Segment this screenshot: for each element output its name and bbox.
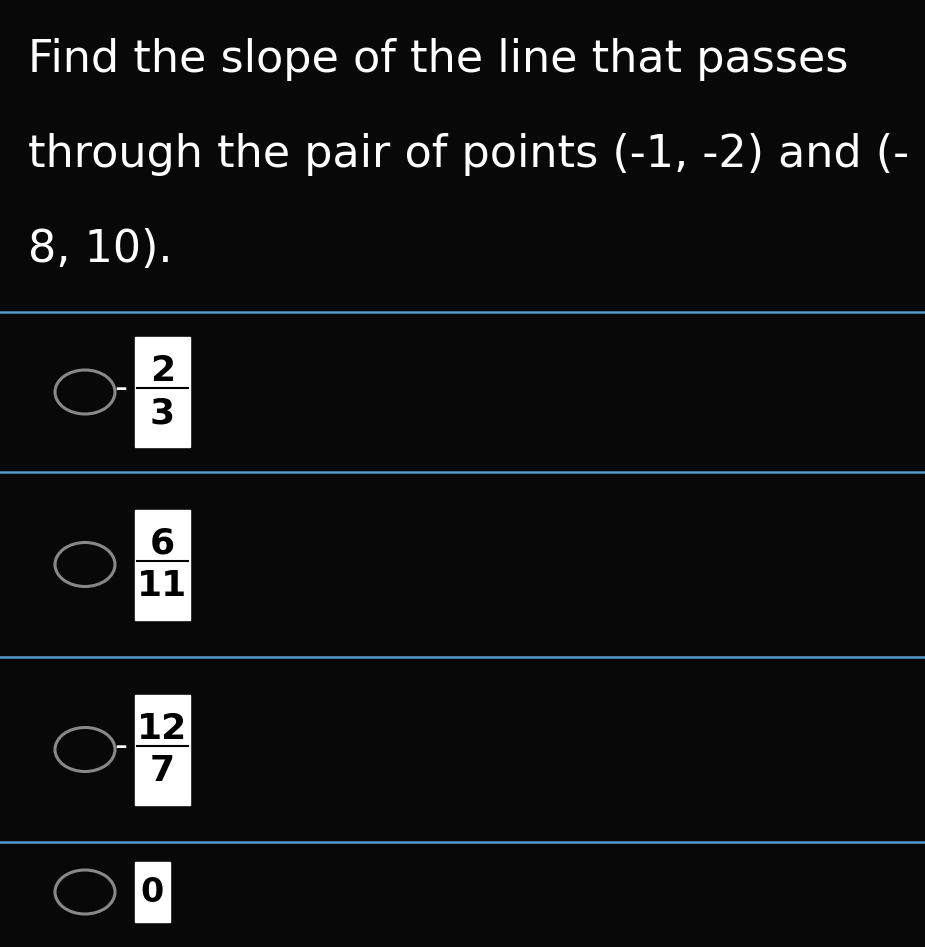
Text: 2: 2 xyxy=(150,354,175,388)
Text: 0: 0 xyxy=(141,875,164,908)
Bar xyxy=(135,694,190,805)
Text: 3: 3 xyxy=(150,396,175,430)
Bar xyxy=(135,862,170,922)
Text: 6: 6 xyxy=(150,527,175,561)
Text: through the pair of points (-1, -2) and (-: through the pair of points (-1, -2) and … xyxy=(28,133,909,176)
Text: 11: 11 xyxy=(138,568,188,602)
Text: 8, 10).: 8, 10). xyxy=(28,228,172,271)
Bar xyxy=(135,337,190,447)
Ellipse shape xyxy=(55,543,115,586)
Ellipse shape xyxy=(55,370,115,414)
Text: Find the slope of the line that passes: Find the slope of the line that passes xyxy=(28,38,848,81)
Ellipse shape xyxy=(55,727,115,772)
Ellipse shape xyxy=(55,870,115,914)
Bar xyxy=(135,509,190,619)
Text: 12: 12 xyxy=(138,711,188,745)
Text: -: - xyxy=(114,371,127,405)
Text: -: - xyxy=(114,728,127,762)
Text: 7: 7 xyxy=(150,754,175,788)
